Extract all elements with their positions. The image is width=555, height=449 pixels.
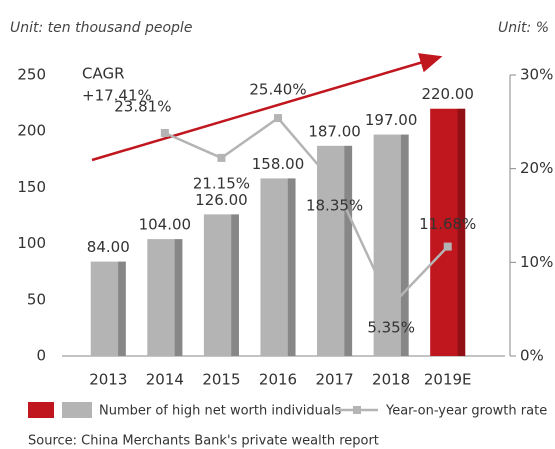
- bar-side: [118, 261, 126, 356]
- growth-point: [330, 180, 339, 189]
- value-label: 5.35%: [367, 318, 415, 336]
- value-label: 25.40%: [249, 81, 306, 99]
- value-label: 187.00: [308, 122, 361, 140]
- legend-label: Year-on-year growth rate: [385, 404, 547, 419]
- legend-swatch: [28, 402, 54, 418]
- value-label: 23.81%: [114, 97, 171, 115]
- y-tick-label: 50: [27, 290, 46, 308]
- growth-point: [443, 242, 452, 251]
- bar-side: [174, 239, 183, 356]
- growth-point: [387, 301, 396, 310]
- bar-side: [400, 134, 409, 356]
- trend-arrow: [91, 53, 443, 162]
- value-label: 220.00: [421, 85, 474, 103]
- x-tick-label: 2013: [89, 371, 127, 389]
- legend-swatch: [62, 402, 92, 418]
- bar-side: [457, 108, 466, 356]
- value-label: 11.68%: [419, 215, 476, 233]
- annotation: CAGR: [82, 65, 125, 83]
- y-tick-label: 250: [17, 66, 46, 84]
- bar: [430, 108, 466, 356]
- value-label: 18.35%: [306, 197, 363, 215]
- y-tick-label: 100: [17, 234, 46, 252]
- value-label: 197.00: [365, 111, 418, 129]
- source: Source: China Merchants Bank's private w…: [28, 434, 379, 449]
- bar-side: [287, 178, 296, 356]
- y-tick-label: 200: [17, 122, 46, 140]
- x-tick-label: 2015: [202, 371, 240, 389]
- y2-tick-label: 20%: [520, 159, 553, 177]
- y-tick-label: 150: [17, 178, 46, 196]
- growth-point: [217, 153, 226, 162]
- growth-line: [164, 116, 449, 309]
- bar-side: [344, 145, 353, 356]
- growth-point: [160, 128, 169, 137]
- value-label: 84.00: [87, 238, 130, 256]
- value-label: 21.15%: [193, 174, 250, 192]
- x-tick-label: 2018: [372, 371, 410, 389]
- value-label: 158.00: [252, 155, 305, 173]
- y2-tick-label: 30%: [520, 66, 553, 84]
- y2-tick-label: 0%: [520, 347, 544, 365]
- bar: [260, 178, 296, 356]
- value-label: 126.00: [195, 191, 248, 209]
- unit-right: Unit: %: [498, 20, 549, 36]
- bar: [373, 134, 409, 356]
- y-tick-label: 0: [36, 347, 46, 365]
- unit-left: Unit: ten thousand people: [10, 20, 192, 36]
- x-tick-label: 2016: [259, 371, 297, 389]
- growth-point: [274, 114, 282, 123]
- bar: [147, 239, 183, 356]
- x-tick-label: 2014: [146, 371, 184, 389]
- annotation: +17.41%: [82, 87, 152, 105]
- legend-label: Number of high net worth individuals: [99, 404, 341, 419]
- bar: [203, 214, 239, 356]
- x-tick-label: 2017: [315, 371, 353, 389]
- bar-side: [231, 214, 239, 356]
- bar: [90, 261, 126, 356]
- x-tick-label: 2019E: [424, 371, 472, 389]
- legend-marker: [353, 406, 361, 414]
- y2-tick-label: 10%: [520, 253, 553, 271]
- value-label: 104.00: [139, 216, 192, 234]
